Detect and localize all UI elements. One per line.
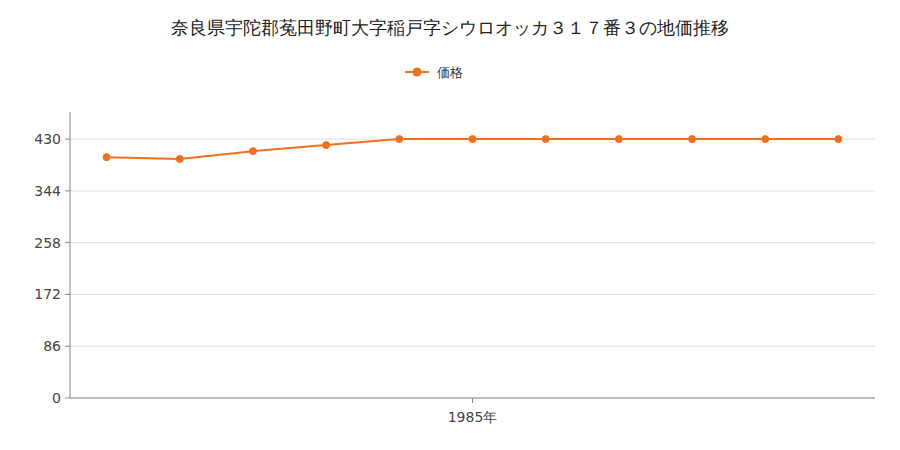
marker [762, 136, 769, 143]
y-tick-label: 344 [34, 183, 61, 199]
marker [176, 155, 183, 162]
marker [249, 148, 256, 155]
grid-line [70, 242, 875, 243]
marker [103, 154, 110, 161]
y-tick-label: 258 [34, 235, 61, 251]
legend: 価格 [405, 65, 463, 80]
title: 奈良県宇陀郡菟田野町大字稲戸字シウロオッカ３１７番３の地価推移 [171, 17, 729, 38]
marker [469, 136, 476, 143]
chart-container: 奈良県宇陀郡菟田野町大字稲戸字シウロオッカ３１７番３の地価推移 0 86 172 258… [0, 0, 900, 450]
background [0, 0, 900, 450]
y-axis-line [70, 112, 71, 398]
y-tick-label: 172 [34, 286, 61, 302]
grid-line [70, 190, 875, 191]
marker [396, 136, 403, 143]
legend-label: 価格 [437, 65, 463, 80]
y-tick [65, 346, 70, 347]
x-tick-label: 1985年 [448, 409, 498, 425]
chart: 奈良県宇陀郡菟田野町大字稲戸字シウロオッカ３１７番３の地価推移 0 86 172 258… [0, 0, 900, 450]
grid-line [70, 346, 875, 347]
axes: 0 86 172 258 344 430 1985年 [34, 112, 875, 425]
grid [70, 139, 875, 398]
y-tick [65, 398, 70, 399]
data [103, 136, 842, 163]
marker [835, 136, 842, 143]
x-tick [472, 398, 473, 403]
marker [323, 142, 330, 149]
y-tick-label: 430 [34, 131, 61, 147]
legend-marker [413, 68, 422, 77]
y-tick [65, 294, 70, 295]
y-tick-label: 0 [52, 390, 61, 406]
marker [615, 136, 622, 143]
y-tick [65, 190, 70, 191]
marker [689, 136, 696, 143]
y-tick [65, 139, 70, 140]
grid-line [70, 294, 875, 295]
y-tick [65, 242, 70, 243]
marker [542, 136, 549, 143]
y-tick-label: 86 [43, 338, 61, 354]
